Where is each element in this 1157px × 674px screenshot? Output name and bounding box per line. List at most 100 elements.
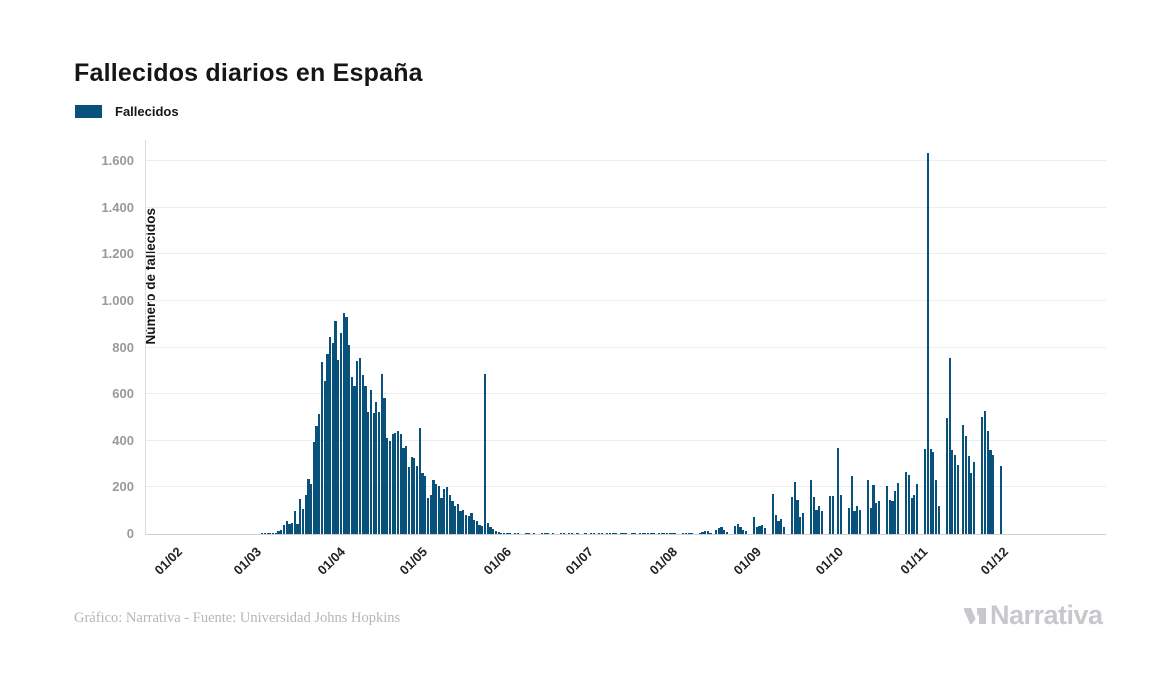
- bar: [633, 533, 636, 534]
- bar: [717, 527, 720, 534]
- bar: [815, 509, 818, 534]
- bar: [326, 353, 329, 534]
- bar: [456, 503, 459, 534]
- x-tick-label: 01/04: [315, 544, 349, 578]
- bar: [454, 506, 457, 534]
- bar: [418, 427, 421, 534]
- bar: [320, 361, 324, 534]
- brand-name: Narrativa: [990, 600, 1103, 630]
- bar: [568, 533, 571, 534]
- bar: [478, 524, 481, 534]
- bar: [282, 525, 286, 534]
- bar: [644, 533, 647, 534]
- gridline: [146, 253, 1106, 255]
- bar: [337, 359, 340, 534]
- bar: [1000, 466, 1003, 534]
- bar: [559, 533, 563, 534]
- bar: [280, 529, 283, 534]
- bar: [285, 521, 288, 534]
- bar: [709, 532, 712, 534]
- legend: Fallecidos: [75, 104, 179, 119]
- y-tick-label: 600: [112, 386, 134, 402]
- x-tick-label: 01/11: [896, 544, 931, 578]
- bar: [992, 454, 995, 534]
- bar: [570, 533, 574, 534]
- bar: [421, 473, 424, 534]
- bar: [361, 374, 364, 534]
- bar: [261, 533, 264, 534]
- bar: [896, 482, 900, 534]
- bar: [377, 412, 381, 534]
- bar: [348, 345, 351, 534]
- bar: [524, 533, 527, 534]
- bar: [812, 496, 815, 534]
- bar: [972, 461, 976, 534]
- bar: [372, 413, 375, 534]
- bar: [350, 376, 353, 534]
- bar: [356, 360, 359, 534]
- bar: [410, 456, 413, 534]
- bar: [266, 533, 269, 534]
- bar: [986, 431, 989, 534]
- y-tick-label: 400: [112, 432, 134, 448]
- x-tick-label: 01/07: [562, 544, 596, 578]
- bar: [443, 489, 446, 534]
- bar: [334, 321, 337, 534]
- bar: [989, 449, 992, 534]
- x-tick-label: 01/08: [646, 544, 681, 578]
- bar: [831, 495, 834, 534]
- bar: [407, 466, 411, 534]
- bar: [687, 533, 690, 534]
- bar: [777, 520, 780, 534]
- bar: [981, 416, 984, 534]
- bar: [269, 533, 272, 534]
- bar: [310, 483, 313, 534]
- bar: [611, 533, 614, 534]
- bar: [475, 521, 478, 534]
- bar: [970, 473, 973, 534]
- bar: [405, 445, 408, 534]
- bar: [445, 487, 449, 534]
- bar: [437, 486, 440, 534]
- bar: [500, 533, 503, 534]
- gridline: [146, 393, 1106, 395]
- bar: [926, 152, 930, 534]
- bar: [576, 533, 579, 534]
- bar: [983, 411, 987, 534]
- x-tick-label: 01/09: [730, 544, 765, 578]
- bar: [584, 533, 587, 534]
- bar: [706, 531, 709, 534]
- bar: [953, 454, 957, 534]
- bar: [771, 494, 775, 534]
- bar: [331, 342, 334, 534]
- page-title: Fallecidos diarios en España: [74, 58, 423, 87]
- bar: [492, 529, 495, 534]
- bar: [291, 523, 294, 534]
- bar: [304, 494, 307, 534]
- bar: [649, 533, 652, 534]
- x-tick-label: 01/12: [977, 544, 1012, 578]
- bar: [660, 533, 663, 534]
- bar: [546, 533, 549, 534]
- bar: [682, 533, 685, 534]
- bar: [739, 527, 742, 534]
- bar: [801, 513, 805, 534]
- bar: [483, 373, 487, 534]
- bar: [793, 482, 796, 534]
- bar: [690, 533, 693, 534]
- gridline: [146, 160, 1106, 161]
- bar: [668, 532, 671, 534]
- bar: [598, 533, 601, 534]
- bar: [956, 464, 959, 534]
- y-tick-label: 1.600: [101, 153, 134, 168]
- bar: [641, 532, 644, 534]
- bar: [448, 494, 451, 534]
- bar: [301, 509, 305, 534]
- gridline: [146, 486, 1106, 488]
- bar: [396, 431, 400, 534]
- bar: [364, 386, 367, 534]
- x-tick-label: 01/06: [480, 544, 515, 578]
- bar: [869, 508, 872, 534]
- bar: [774, 514, 777, 534]
- y-tick-label: 200: [112, 479, 134, 495]
